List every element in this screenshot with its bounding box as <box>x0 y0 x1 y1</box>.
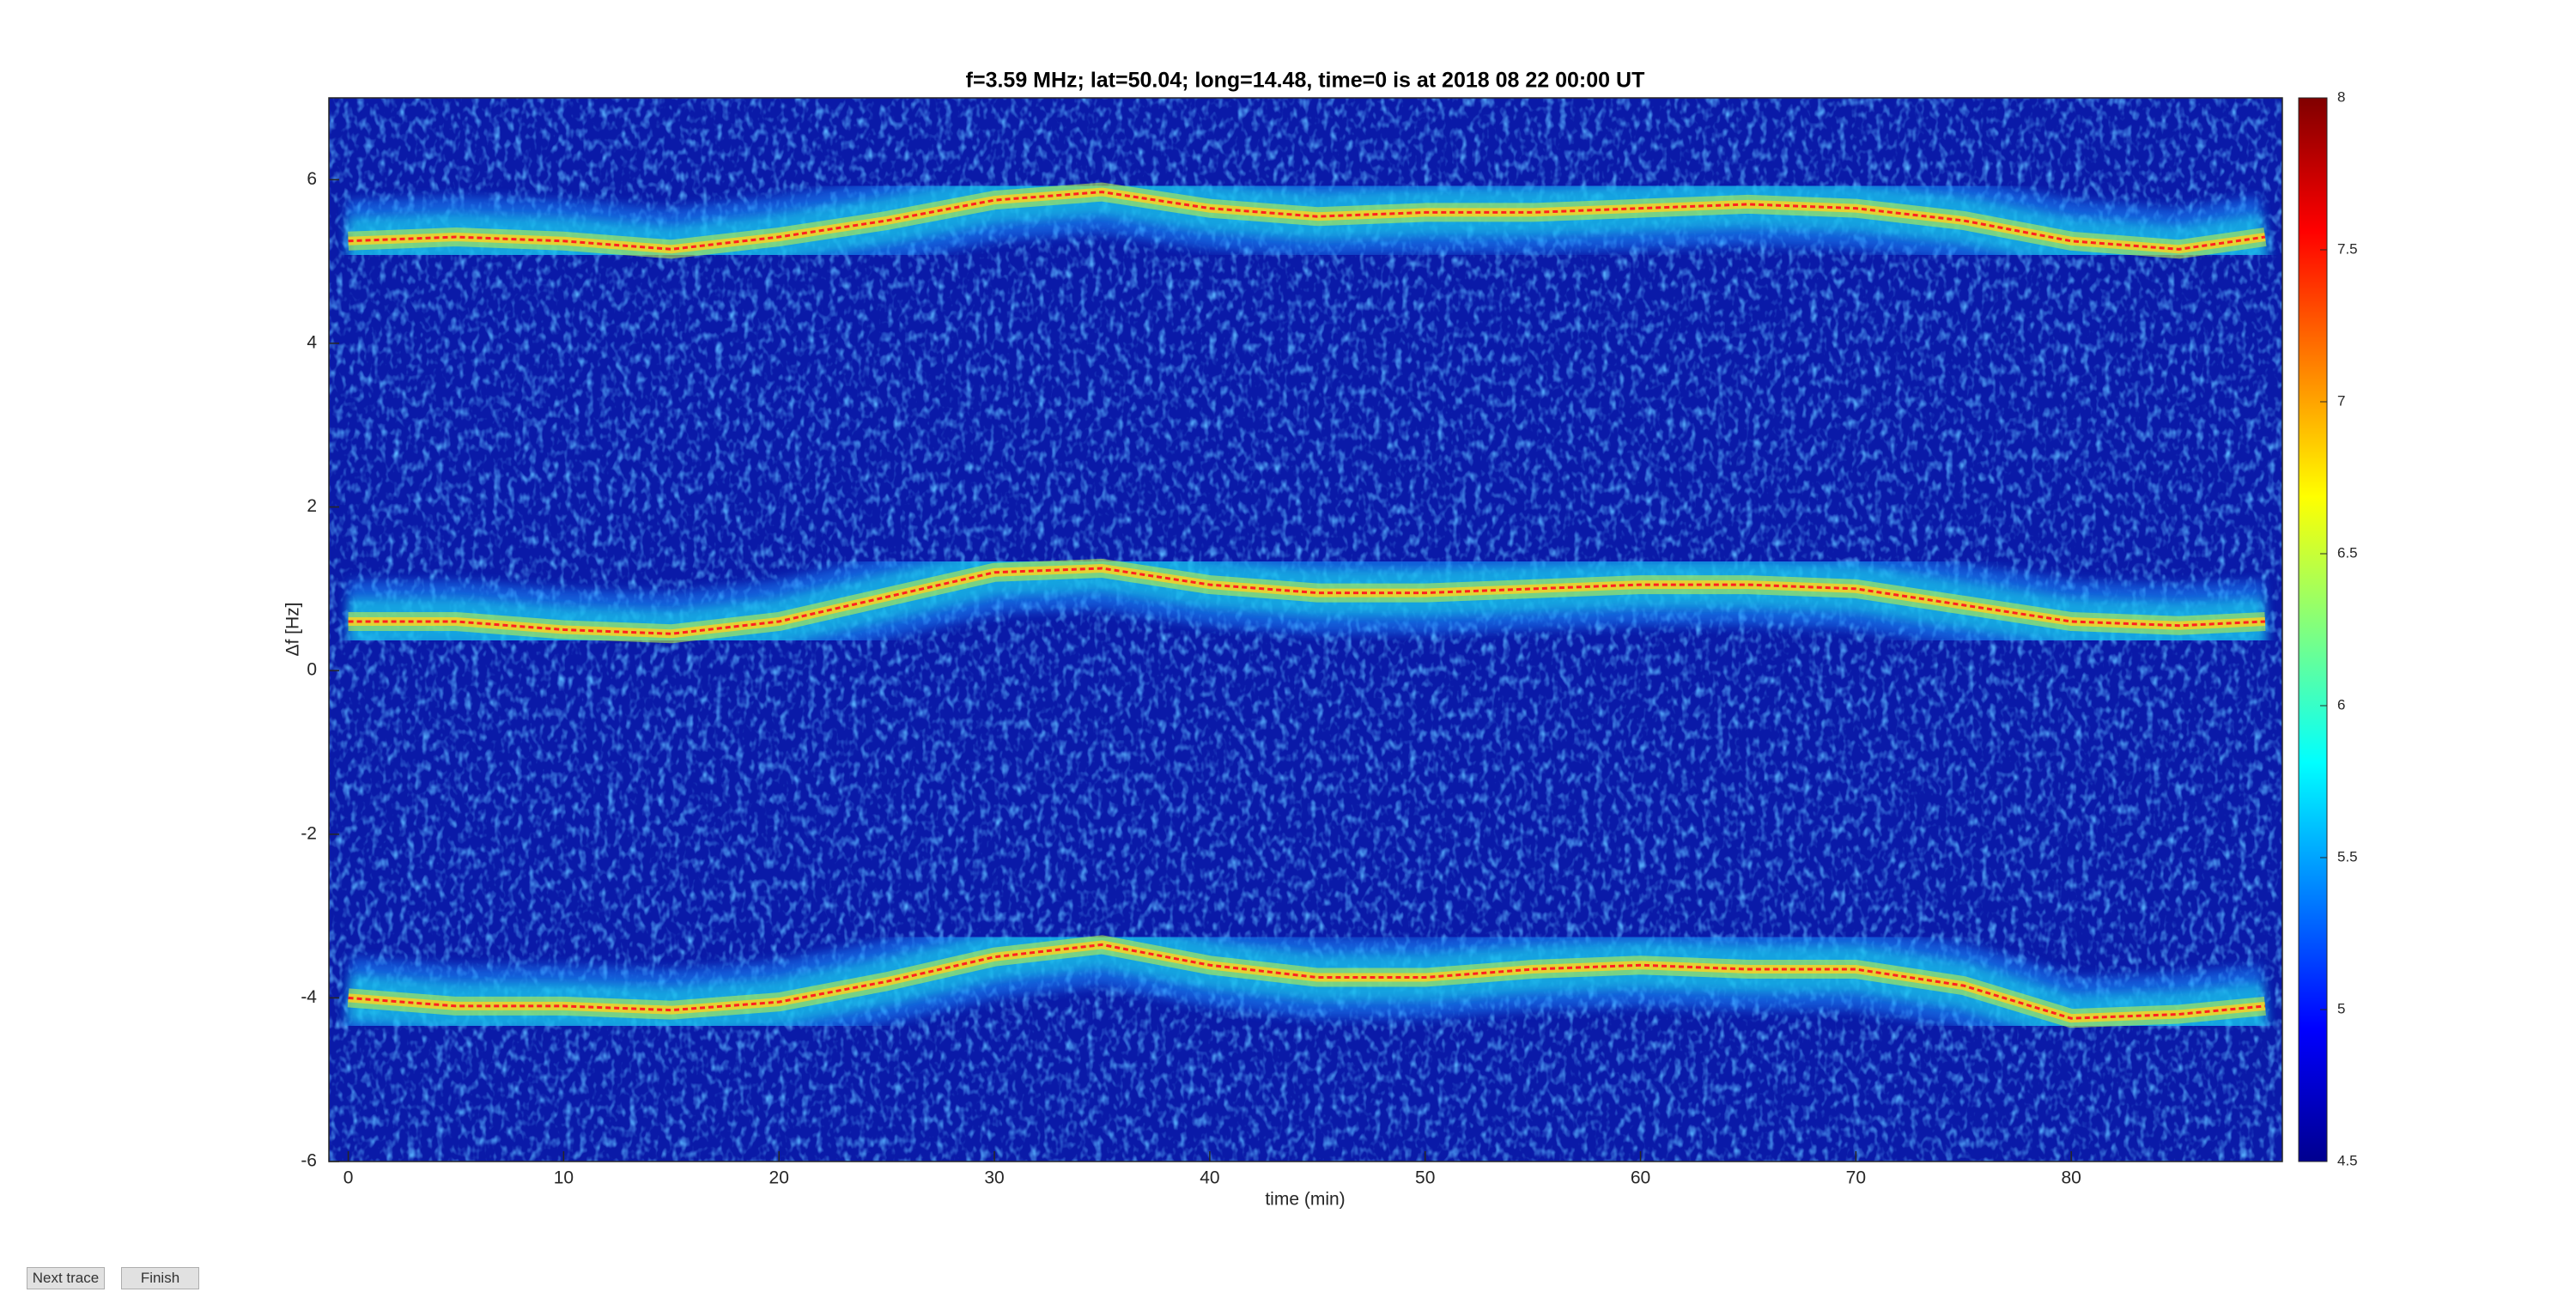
colorbar-tick-label: 5 <box>2337 1000 2345 1016</box>
y-tick-label: 0 <box>307 660 317 680</box>
colorbar-tick-label: 8 <box>2337 88 2345 105</box>
colorbar <box>2298 97 2328 1162</box>
y-tick-label: -4 <box>301 987 317 1007</box>
trace-line <box>348 191 2266 251</box>
trace-line <box>348 567 2266 635</box>
x-tick-label: 80 <box>2062 1168 2081 1188</box>
colorbar-tick-label: 4.5 <box>2337 1152 2358 1168</box>
trace-line <box>348 943 2266 1020</box>
chart: f=3.59 MHz; lat=50.04; long=14.48, time=… <box>283 69 2358 1210</box>
colorbar-tick-label: 7.5 <box>2337 240 2358 257</box>
traces <box>344 151 2271 1059</box>
y-axis-label: Δf [Hz] <box>283 602 303 656</box>
next-trace-button[interactable]: Next trace <box>27 1267 105 1289</box>
finish-button[interactable]: Finish <box>121 1267 199 1289</box>
x-tick-label: 70 <box>1846 1168 1866 1188</box>
y-tick-label: 2 <box>307 496 317 516</box>
x-tick-label: 50 <box>1415 1168 1435 1188</box>
colorbar-tick-label: 6.5 <box>2337 544 2358 561</box>
plot-frame <box>328 97 2283 1162</box>
colorbar-tick-label: 6 <box>2337 696 2345 713</box>
x-tick-label: 0 <box>343 1168 354 1188</box>
x-tick-label: 60 <box>1631 1168 1650 1188</box>
y-tick-label: 4 <box>307 332 317 352</box>
x-tick-label: 10 <box>554 1168 574 1188</box>
chart-title: f=3.59 MHz; lat=50.04; long=14.48, time=… <box>966 69 1645 93</box>
y-tick-label: -6 <box>301 1151 317 1171</box>
x-tick-label: 40 <box>1200 1168 1219 1188</box>
x-axis-label: time (min) <box>1265 1190 1345 1210</box>
y-tick-label: -2 <box>301 823 317 843</box>
colorbar-tick-label: 7 <box>2337 392 2345 409</box>
x-tick-label: 20 <box>769 1168 789 1188</box>
y-tick-label: 6 <box>307 169 317 189</box>
colorbar-tick-label: 5.5 <box>2337 848 2358 864</box>
x-tick-label: 30 <box>984 1168 1004 1188</box>
